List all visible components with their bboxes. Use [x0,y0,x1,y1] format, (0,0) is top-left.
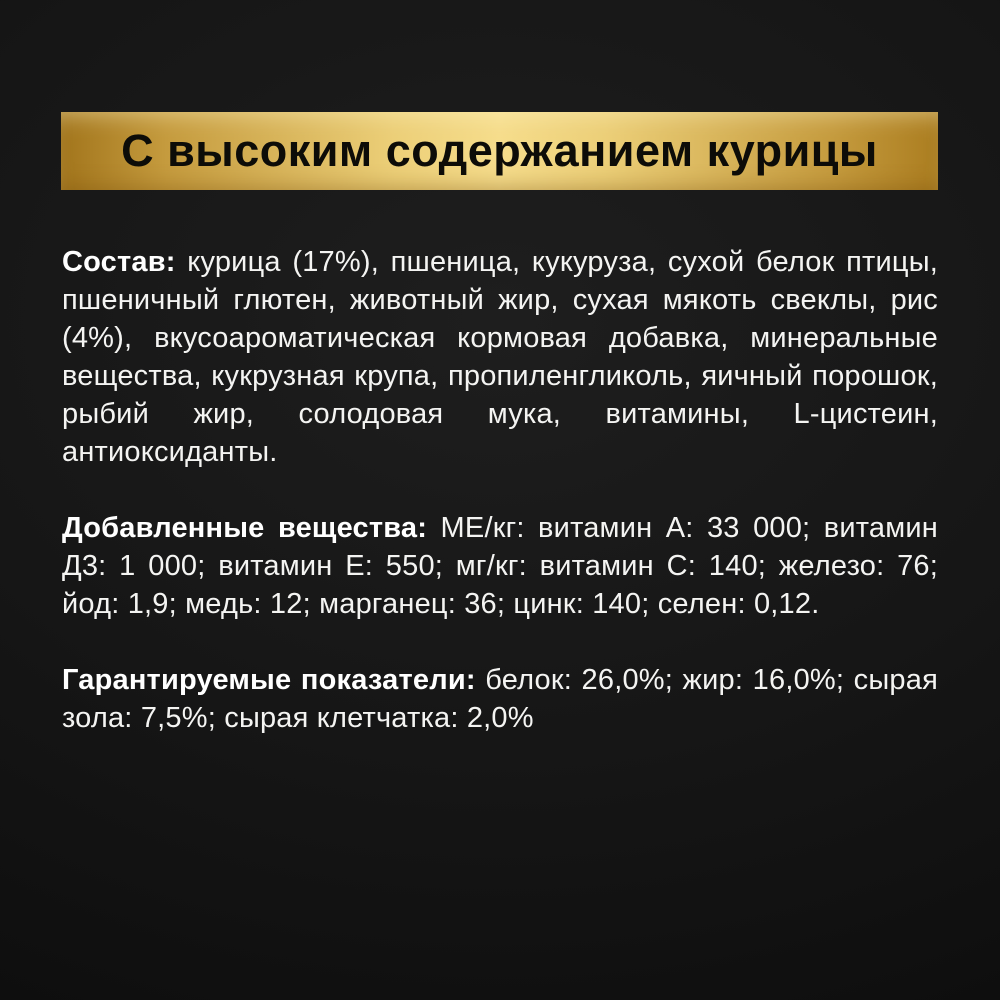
composition-section: Состав: курица (17%), пшеница, кукуруза,… [62,243,938,471]
composition-text: курица (17%), пшеница, кукуруза, сухой б… [62,246,939,468]
banner-title: С высоким содержанием курицы [121,125,878,176]
guaranteed-analysis-label: Гарантируемые показатели: [62,664,476,696]
composition-label: Состав: [62,246,176,278]
guaranteed-analysis-text: белок: 26,0%; жир: 16,0%; сырая зола: 7,… [62,664,938,734]
additives-section: Добавленные вещества: МЕ/кг: витамин А: … [62,509,938,623]
label-text-area: Состав: курица (17%), пшеница, кукуруза,… [62,243,938,775]
guaranteed-analysis-section: Гарантируемые показатели: белок: 26,0%; … [62,661,938,737]
additives-label: Добавленные вещества: [62,512,428,544]
additives-text: МЕ/кг: витамин А: 33 000; витамин Д3: 1 … [62,512,938,620]
gold-banner: С высоким содержанием курицы [61,112,938,190]
